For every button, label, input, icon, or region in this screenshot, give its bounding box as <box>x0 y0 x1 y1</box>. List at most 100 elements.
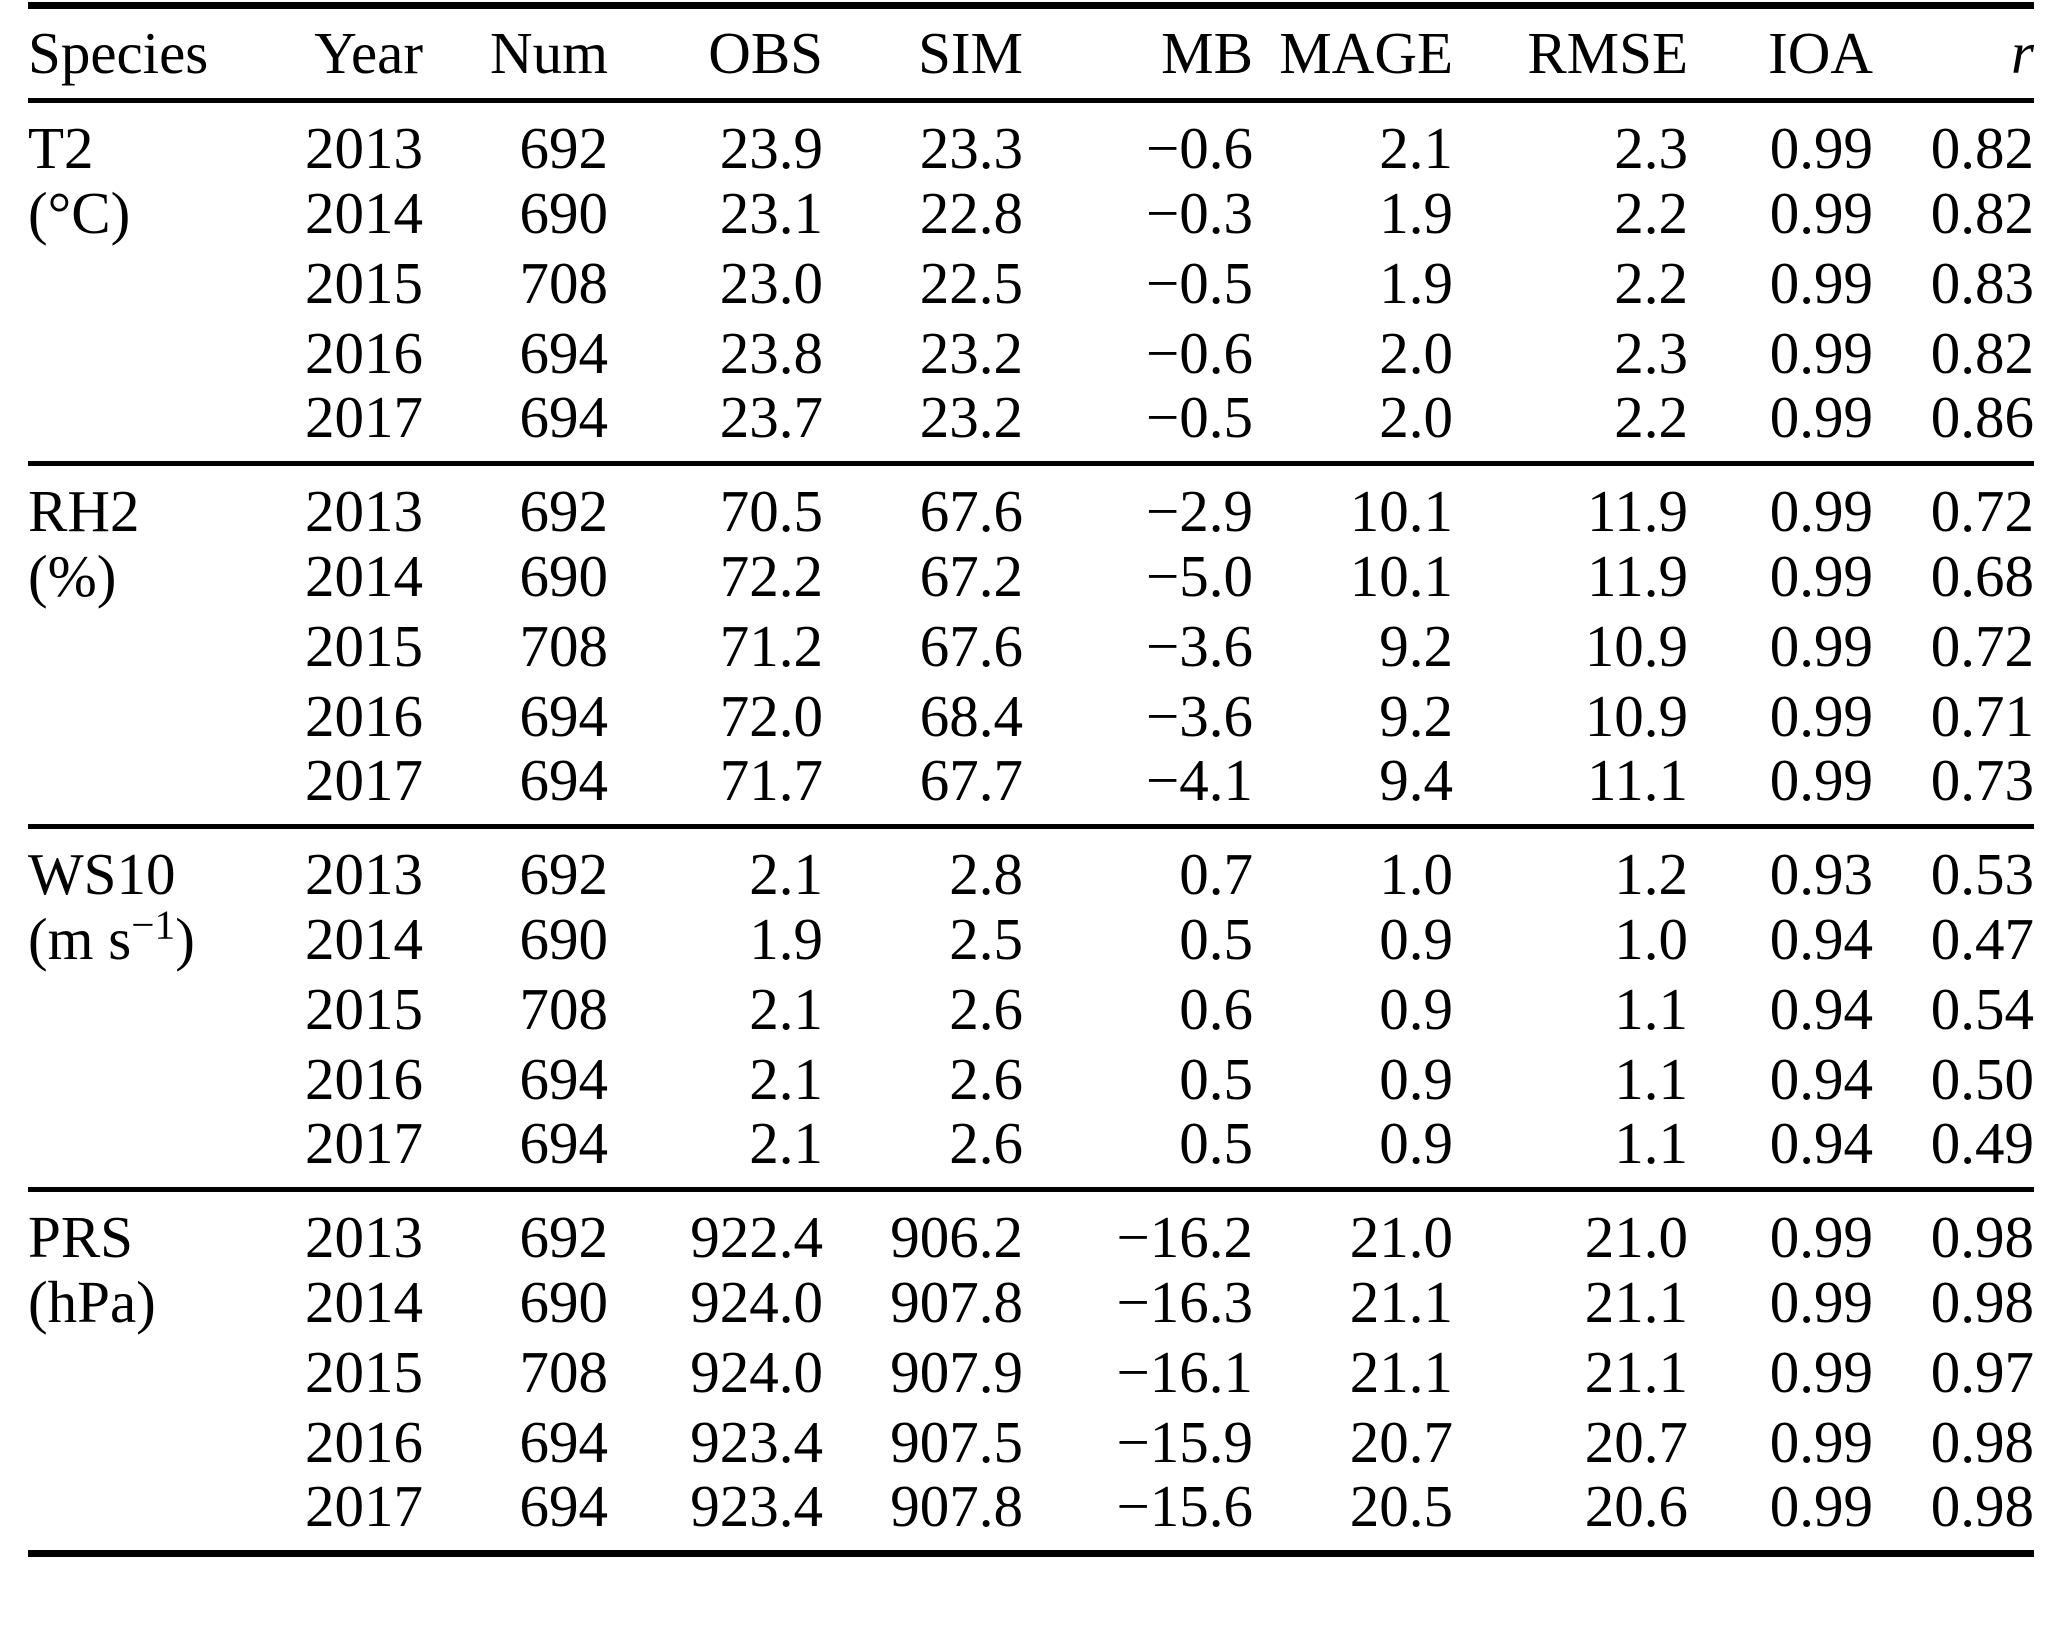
col-header-num: Num <box>490 20 608 86</box>
cell-year: 2017 <box>305 1473 423 1539</box>
species-spacer <box>28 611 268 681</box>
table-row: 2015 708 71.2 67.6 −3.6 9.2 10.9 0.99 0.72 <box>28 611 2034 681</box>
cell-ioa: 0.94 <box>1769 1045 1873 1112</box>
species-unit-superscript: −1 <box>131 900 176 947</box>
cell-obs: 71.2 <box>719 612 823 679</box>
cell-year: 2016 <box>305 1408 423 1475</box>
cell-num: 708 <box>519 249 609 316</box>
cell-mage: 0.9 <box>1379 1110 1453 1176</box>
species-spacer <box>28 974 268 1044</box>
cell-obs: 23.1 <box>719 179 823 246</box>
cell-ioa: 0.99 <box>1769 1268 1873 1335</box>
species-spacer <box>28 1044 268 1114</box>
cell-sim: 23.2 <box>919 384 1023 450</box>
cell-ioa: 0.99 <box>1769 249 1873 316</box>
cell-ioa: 0.93 <box>1769 841 1873 907</box>
cell-r: 0.83 <box>1930 249 2034 316</box>
cell-year: 2016 <box>305 319 423 386</box>
cell-rmse: 10.9 <box>1584 682 1688 749</box>
species-unit: (m s−1) <box>28 900 268 974</box>
cell-sim: 906.2 <box>890 1204 1023 1270</box>
cell-num: 690 <box>519 905 609 972</box>
cell-year: 2017 <box>305 1110 423 1176</box>
species-spacer <box>28 248 268 318</box>
cell-mage: 20.5 <box>1349 1473 1453 1539</box>
cell-mb: −3.6 <box>1145 612 1253 679</box>
cell-mage: 0.9 <box>1379 905 1453 972</box>
cell-rmse: 1.0 <box>1614 905 1688 972</box>
cell-year: 2016 <box>305 682 423 749</box>
cell-year: 2013 <box>305 1204 423 1270</box>
cell-rmse: 21.1 <box>1584 1338 1688 1405</box>
cell-r: 0.72 <box>1930 612 2034 679</box>
cell-rmse: 2.2 <box>1614 384 1688 450</box>
cell-mb: −4.1 <box>1145 747 1253 813</box>
cell-sim: 23.3 <box>919 115 1023 181</box>
cell-mage: 21.0 <box>1349 1204 1453 1270</box>
cell-mage: 10.1 <box>1349 542 1453 609</box>
cell-mage: 1.9 <box>1379 249 1453 316</box>
cell-obs: 23.0 <box>719 249 823 316</box>
species-spacer <box>28 751 268 827</box>
cell-mage: 20.7 <box>1349 1408 1453 1475</box>
table-row: 2016 694 2.1 2.6 0.5 0.9 1.1 0.94 0.50 <box>28 1044 2034 1114</box>
cell-rmse: 1.1 <box>1614 1110 1688 1176</box>
cell-rmse: 1.2 <box>1614 841 1688 907</box>
section-t2: T2 2013 692 23.9 23.3 −0.6 2.1 2.3 0.99 0.82 (°C) 2… <box>28 101 2034 464</box>
cell-r: 0.53 <box>1930 841 2034 907</box>
cell-rmse: 2.3 <box>1614 115 1688 181</box>
cell-sim: 2.5 <box>949 905 1023 972</box>
col-header-obs: OBS <box>708 20 823 86</box>
cell-obs: 2.1 <box>749 975 823 1042</box>
cell-ioa: 0.99 <box>1769 747 1873 813</box>
cell-r: 0.50 <box>1930 1045 2034 1112</box>
cell-r: 0.86 <box>1930 384 2034 450</box>
cell-r: 0.47 <box>1930 905 2034 972</box>
species-name: RH2 <box>28 478 140 544</box>
cell-year: 2015 <box>305 612 423 679</box>
table-row: RH2 2013 692 70.5 67.6 −2.9 10.1 11.9 0.99 0.72 <box>28 464 2034 542</box>
cell-ioa: 0.99 <box>1769 115 1873 181</box>
cell-num: 708 <box>519 1338 609 1405</box>
species-unit-prefix: (°C) <box>28 179 131 246</box>
cell-r: 0.98 <box>1930 1268 2034 1335</box>
cell-obs: 70.5 <box>719 478 823 544</box>
cell-sim: 907.5 <box>890 1408 1023 1475</box>
species-spacer <box>28 681 268 751</box>
col-header-species: Species <box>28 20 209 86</box>
cell-sim: 22.5 <box>919 249 1023 316</box>
cell-num: 694 <box>519 682 609 749</box>
cell-mb: −0.6 <box>1145 319 1253 386</box>
col-header-year: Year <box>314 20 423 86</box>
cell-mb: −2.9 <box>1145 478 1253 544</box>
table-row: 2016 694 923.4 907.5 −15.9 20.7 20.7 0.99 0.98 <box>28 1407 2034 1477</box>
cell-obs: 924.0 <box>690 1268 823 1335</box>
cell-sim: 907.8 <box>890 1473 1023 1539</box>
table-row: PRS 2013 692 922.4 906.2 −16.2 21.0 21.0 0.99 0.9… <box>28 1190 2034 1268</box>
cell-year: 2015 <box>305 1338 423 1405</box>
cell-r: 0.82 <box>1930 179 2034 246</box>
table-row: 2016 694 23.8 23.2 −0.6 2.0 2.3 0.99 0.82 <box>28 318 2034 388</box>
cell-ioa: 0.99 <box>1769 612 1873 679</box>
cell-mb: 0.5 <box>1179 1045 1253 1112</box>
species-unit: (hPa) <box>28 1267 268 1337</box>
cell-ioa: 0.99 <box>1769 1473 1873 1539</box>
cell-sim: 2.6 <box>949 1110 1023 1176</box>
table-row: WS10 2013 692 2.1 2.8 0.7 1.0 1.2 0.93 0.53 <box>28 827 2034 905</box>
cell-sim: 23.2 <box>919 319 1023 386</box>
cell-obs: 2.1 <box>749 1045 823 1112</box>
cell-mage: 9.2 <box>1379 612 1453 679</box>
cell-num: 694 <box>519 384 609 450</box>
cell-mb: −15.6 <box>1116 1473 1253 1539</box>
table-header: Species Year Num OBS SIM MB MAGE RMSE IOA r <box>28 6 2034 101</box>
cell-year: 2014 <box>305 1268 423 1335</box>
table-row: 2015 708 23.0 22.5 −0.5 1.9 2.2 0.99 0.83 <box>28 248 2034 318</box>
cell-obs: 1.9 <box>749 905 823 972</box>
cell-year: 2013 <box>305 478 423 544</box>
col-header-mage: MAGE <box>1279 20 1453 86</box>
cell-rmse: 2.2 <box>1614 249 1688 316</box>
table-row: (%) 2014 690 72.2 67.2 −5.0 10.1 11.9 0.99 0.68 <box>28 541 2034 611</box>
cell-num: 690 <box>519 542 609 609</box>
table-row: 2016 694 72.0 68.4 −3.6 9.2 10.9 0.99 0.71 <box>28 681 2034 751</box>
cell-sim: 67.2 <box>919 542 1023 609</box>
